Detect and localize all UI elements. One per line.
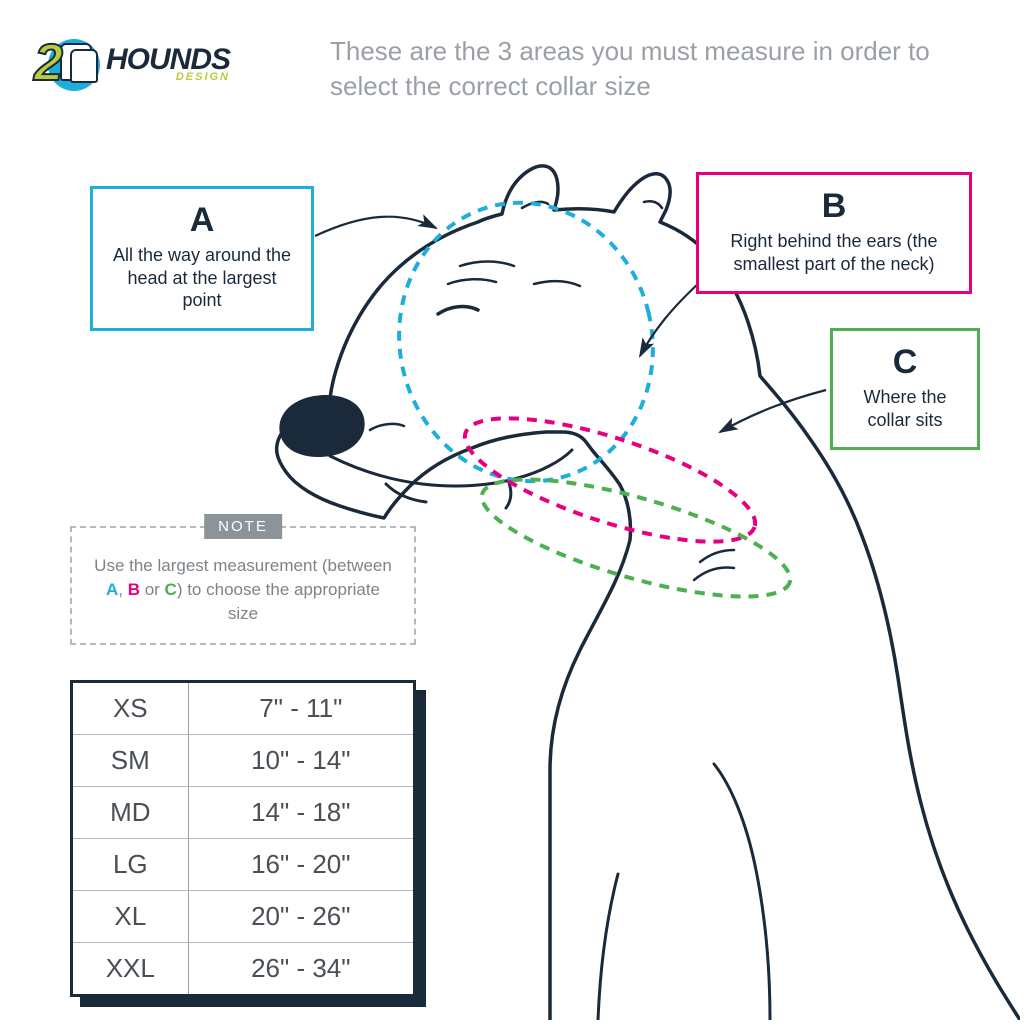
range-cell: 14" - 18": [188, 787, 414, 839]
callout-c-letter: C: [851, 343, 959, 382]
callout-b-letter: B: [717, 187, 951, 226]
size-cell: XXL: [72, 943, 189, 996]
size-cell: MD: [72, 787, 189, 839]
range-cell: 20" - 26": [188, 891, 414, 943]
table-row: XXL26" - 34": [72, 943, 415, 996]
table-row: SM10" - 14": [72, 735, 415, 787]
table-row: MD14" - 18": [72, 787, 415, 839]
logo-wordmark: HOUNDS DESIGN: [106, 46, 230, 83]
size-cell: SM: [72, 735, 189, 787]
callout-c: C Where the collar sits: [830, 328, 980, 450]
range-cell: 26" - 34": [188, 943, 414, 996]
callout-a: A All the way around the head at the lar…: [90, 186, 314, 331]
table-row: XL20" - 26": [72, 891, 415, 943]
callout-c-desc: Where the collar sits: [851, 386, 959, 431]
table-row: XS7" - 11": [72, 682, 415, 735]
instruction-header: These are the 3 areas you must measure i…: [330, 34, 984, 104]
brand-logo: 2 HOUNDS DESIGN: [28, 22, 298, 107]
logo-number: 2: [34, 33, 63, 93]
size-table: XS7" - 11"SM10" - 14"MD14" - 18"LG16" - …: [70, 680, 416, 997]
note-text: Use the largest measurement (between A, …: [90, 554, 396, 625]
note-badge: NOTE: [204, 514, 282, 539]
size-cell: XS: [72, 682, 189, 735]
callout-a-desc: All the way around the head at the large…: [111, 244, 293, 312]
table-row: LG16" - 20": [72, 839, 415, 891]
callout-b-desc: Right behind the ears (the smallest part…: [717, 230, 951, 275]
callout-a-letter: A: [111, 201, 293, 240]
callout-b: B Right behind the ears (the smallest pa…: [696, 172, 972, 294]
range-cell: 10" - 14": [188, 735, 414, 787]
size-cell: LG: [72, 839, 189, 891]
size-cell: XL: [72, 891, 189, 943]
range-cell: 7" - 11": [188, 682, 414, 735]
note-box: NOTE Use the largest measurement (betwee…: [70, 526, 416, 645]
range-cell: 16" - 20": [188, 839, 414, 891]
